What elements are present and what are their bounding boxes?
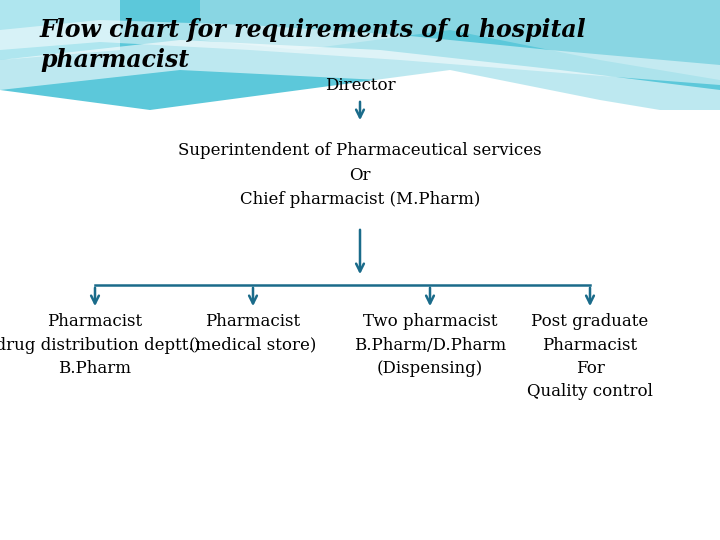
Text: Pharmacist
(drug distribution deptt.)
B.Pharm: Pharmacist (drug distribution deptt.) B.… bbox=[0, 313, 201, 377]
Polygon shape bbox=[0, 110, 720, 140]
Text: Post graduate
Pharmacist
For
Quality control: Post graduate Pharmacist For Quality con… bbox=[527, 313, 653, 401]
Polygon shape bbox=[0, 0, 720, 120]
Polygon shape bbox=[0, 110, 720, 540]
Text: pharmacist: pharmacist bbox=[40, 48, 189, 72]
Text: Flow chart for requirements of a hospital: Flow chart for requirements of a hospita… bbox=[40, 18, 587, 42]
Polygon shape bbox=[0, 0, 120, 60]
Text: Director: Director bbox=[325, 77, 395, 93]
Polygon shape bbox=[0, 40, 720, 120]
Text: Pharmacist
(medical store): Pharmacist (medical store) bbox=[189, 313, 317, 354]
Text: Superintendent of Pharmaceutical services
Or
Chief pharmacist (M.Pharm): Superintendent of Pharmaceutical service… bbox=[178, 141, 542, 208]
Polygon shape bbox=[0, 20, 720, 85]
Text: Two pharmacist
B.Pharm/D.Pharm
(Dispensing): Two pharmacist B.Pharm/D.Pharm (Dispensi… bbox=[354, 313, 506, 377]
Polygon shape bbox=[200, 0, 720, 80]
